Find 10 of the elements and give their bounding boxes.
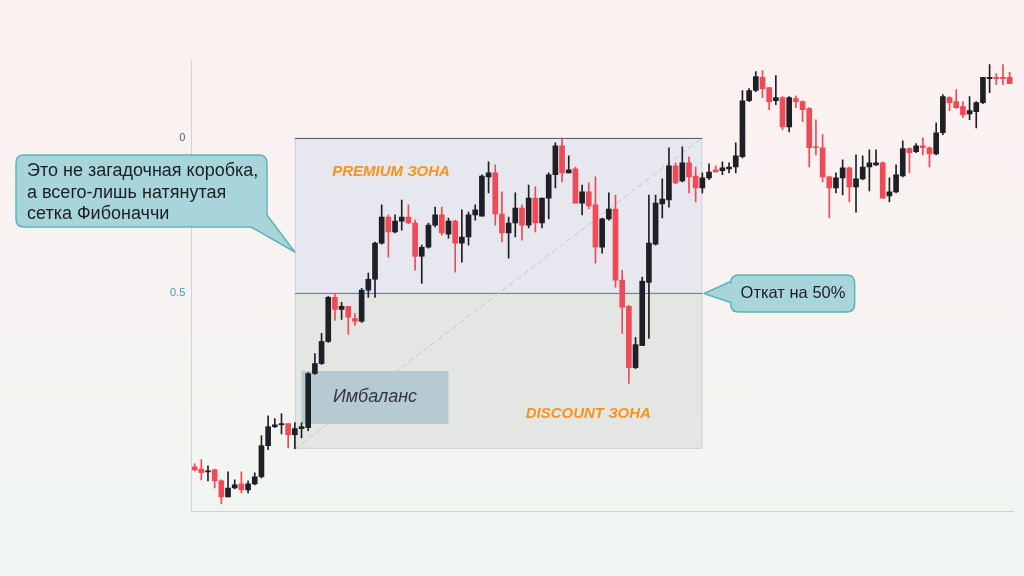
y-tick-label: 0.5 [169,286,186,299]
band-label: Имбаланс [332,386,418,407]
candlestick [773,75,779,106]
band-label: PREMIUM ЗОНА [332,161,450,179]
candlestick [459,209,465,263]
candlestick [565,155,572,174]
band-label: DISCOUNT ЗОНА [525,403,651,421]
annotation: Это не загадочная коробка, а всего-лишь натянутая сетка Фибоначчи [27,160,259,223]
y-tick-label: 0 [179,130,186,143]
annotation: Откат на 50% [740,283,846,304]
